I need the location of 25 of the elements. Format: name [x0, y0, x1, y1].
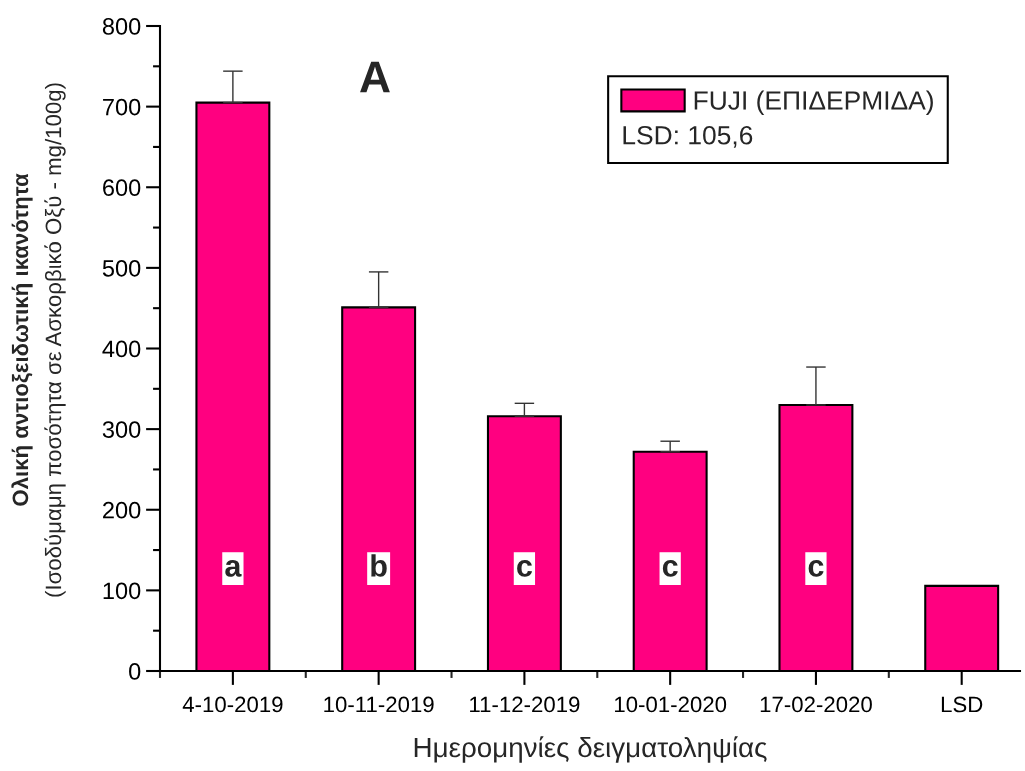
y-tick-label: 700: [103, 98, 141, 116]
annotation: c: [517, 560, 533, 577]
y-tick-label: 300: [102, 421, 141, 438]
y-tick-label: 400: [102, 340, 141, 358]
annotation: LSD: 105,6: [623, 125, 753, 148]
text: A: [360, 61, 390, 93]
y-tick-label: 100: [103, 582, 141, 600]
x-tick-label: LSD: [941, 696, 983, 713]
y-tick-label: 0: [129, 663, 141, 680]
x-tick-label: 11-12-2019: [470, 696, 580, 713]
y-tick-label: 800: [102, 18, 141, 35]
annotation: c: [808, 560, 824, 577]
y-tick-label: 200: [103, 501, 141, 519]
annotation: c: [662, 560, 678, 577]
x-axis-title: Ημερομηνίες δειγματοληψίας: [414, 736, 767, 763]
x-tick-label: 10-01-2020: [615, 696, 727, 713]
x-tick-label: 10-11-2019: [324, 696, 434, 713]
annotation: b: [371, 554, 387, 577]
y-axis-title: Ολική αντιοξειδωτική ικανότητα (Ισοδύμαμη ποσότητα σε Ασκορβικό Οξύ - mg/100g): [11, 83, 66, 597]
x-tick-label: 4-10-2019: [182, 696, 283, 713]
y-tick-label: 600: [103, 179, 141, 197]
y-tick-label: 500: [102, 259, 141, 277]
legend-label: FUJI (ΕΠΙΔΕΡΜΙΔΑ): [694, 90, 933, 116]
annotation: a: [225, 560, 242, 577]
x-tick-label: 17-02-2020: [760, 696, 872, 713]
